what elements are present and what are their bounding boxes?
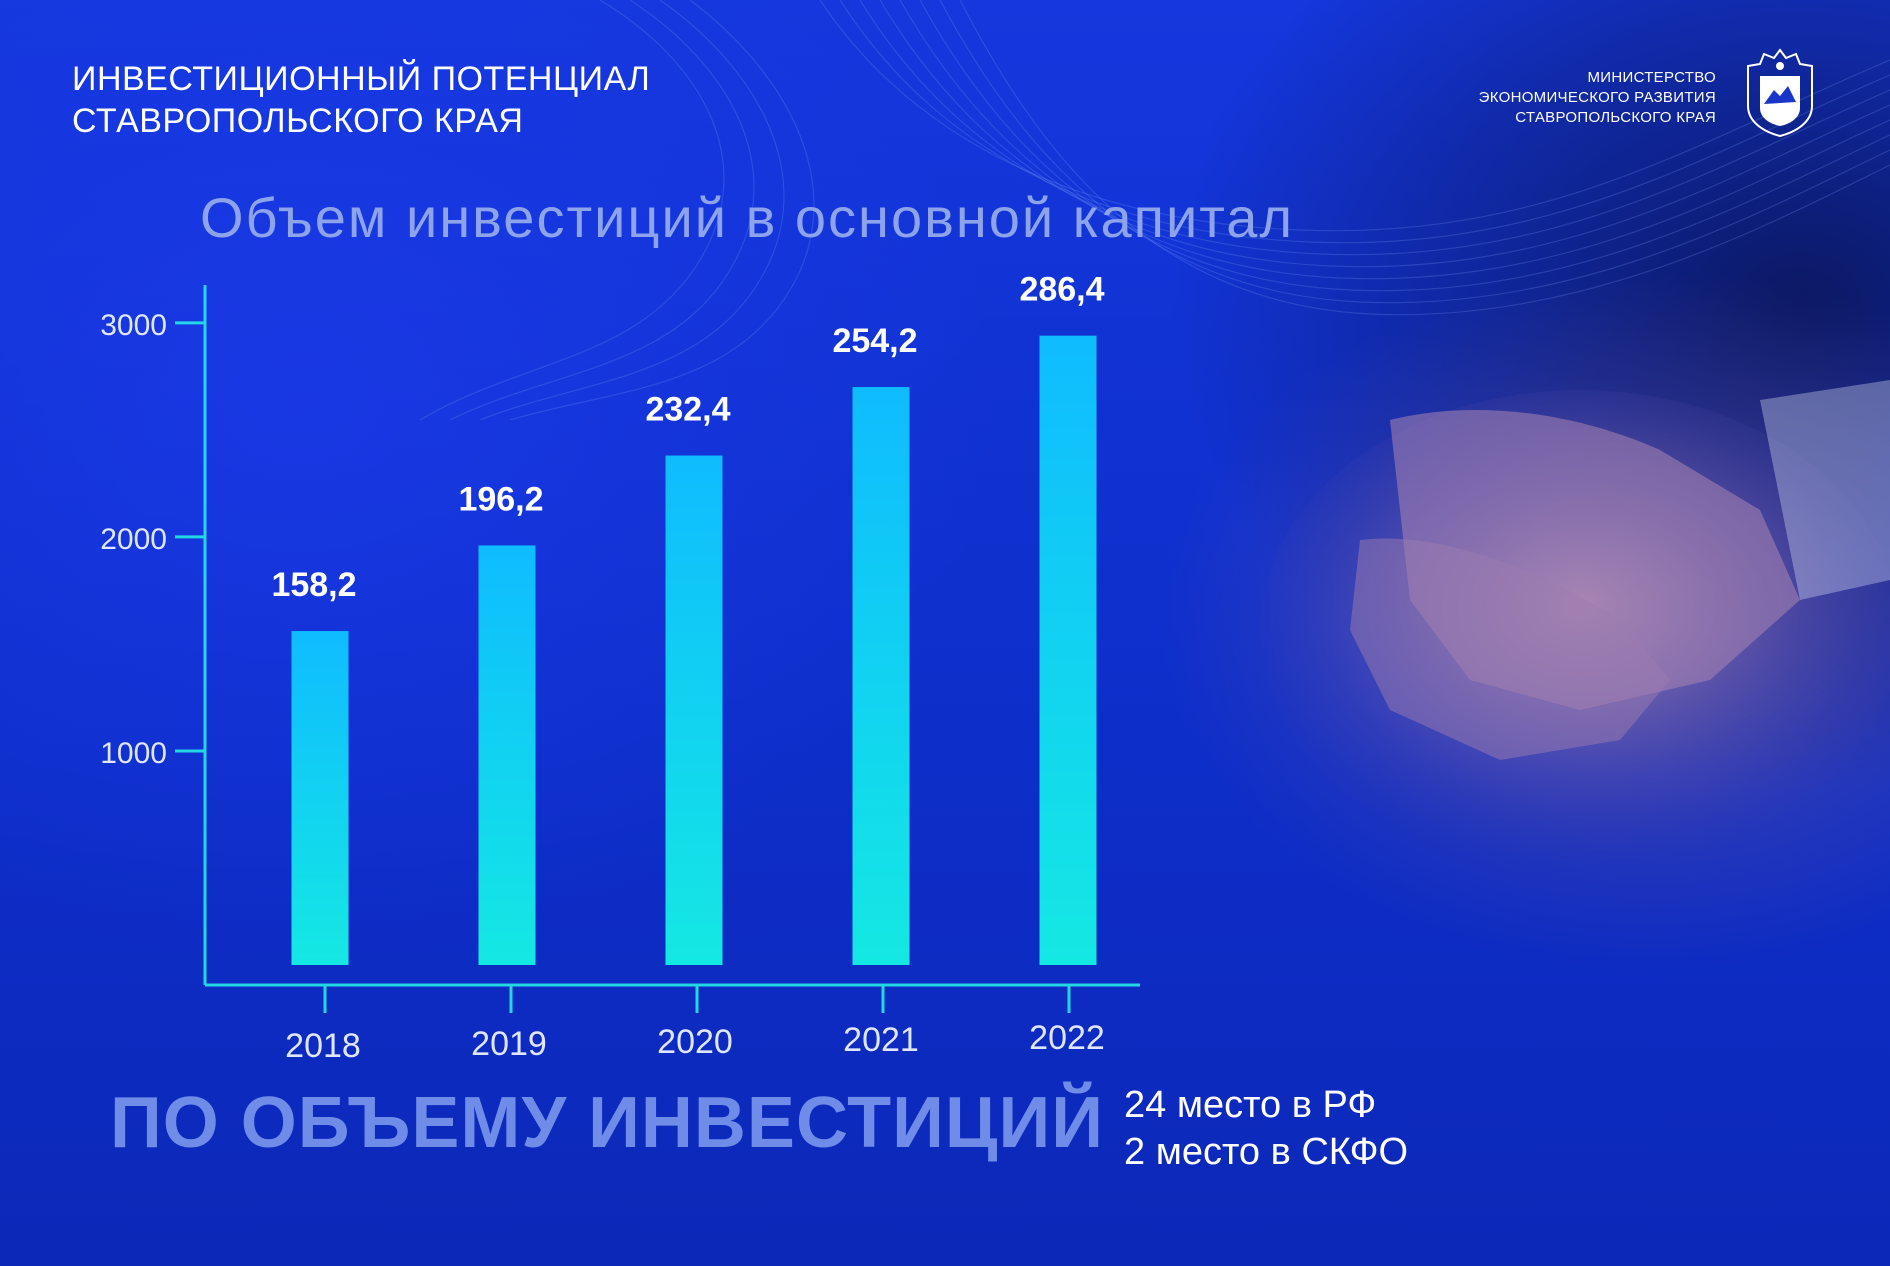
bar-2021 (852, 387, 910, 965)
bar-2022 (1039, 335, 1097, 965)
rank-skfo: 2 место в СКФО (1124, 1131, 1409, 1173)
x-tick-label-2020: 2020 (657, 1023, 733, 1061)
data-label-2019: 196,2 (458, 480, 543, 518)
x-tick-label-2022: 2022 (1029, 1019, 1105, 1057)
ministry-name: МИНИСТЕРСТВО ЭКОНОМИЧЕСКОГО РАЗВИТИЯ СТА… (1479, 68, 1716, 128)
coat-of-arms-icon (1747, 48, 1813, 138)
x-tick-label-2018: 2018 (285, 1027, 361, 1065)
data-label-2018: 158,2 (271, 566, 356, 604)
rank-block: 24 место в РФ 2 место в СКФО (1124, 1082, 1408, 1176)
decorative-waves (419, 0, 1890, 420)
y-tick-label: 2000 (100, 523, 167, 556)
bar-2020 (665, 455, 723, 965)
rank-rf: 24 место в РФ (1124, 1084, 1377, 1126)
y-tick-label: 1000 (100, 737, 167, 770)
bottom-heading: ПО ОБЪЕМУ ИНВЕСТИЦИЙ (110, 1083, 1104, 1163)
y-tick-label: 3000 (100, 309, 167, 342)
bar-2018 (291, 631, 349, 965)
bar-2019 (478, 545, 536, 965)
header-title-line1: ИНВЕСТИЦИОННЫЙ ПОТЕНЦИАЛ (72, 60, 651, 98)
x-tick-label-2019: 2019 (471, 1025, 547, 1063)
header-title-line2: СТАВРОПОЛЬСКОГО КРАЯ (72, 102, 524, 140)
header-title: ИНВЕСТИЦИОННЫЙ ПОТЕНЦИАЛ СТАВРОПОЛЬСКОГО… (72, 58, 772, 142)
ministry-line3: СТАВРОПОЛЬСКОГО КРАЯ (1515, 109, 1716, 126)
handshake-image (1260, 380, 1890, 870)
data-label-2022: 286,4 (1019, 271, 1104, 309)
data-label-2021: 254,2 (832, 322, 917, 360)
ministry-line2: ЭКОНОМИЧЕСКОГО РАЗВИТИЯ (1478, 89, 1716, 106)
chart-title: Объем инвестиций в основной капитал (200, 186, 1295, 249)
data-label-2020: 232,4 (645, 391, 730, 429)
x-tick-label-2021: 2021 (843, 1021, 919, 1059)
ministry-line1: МИНИСТЕРСТВО (1587, 69, 1716, 86)
